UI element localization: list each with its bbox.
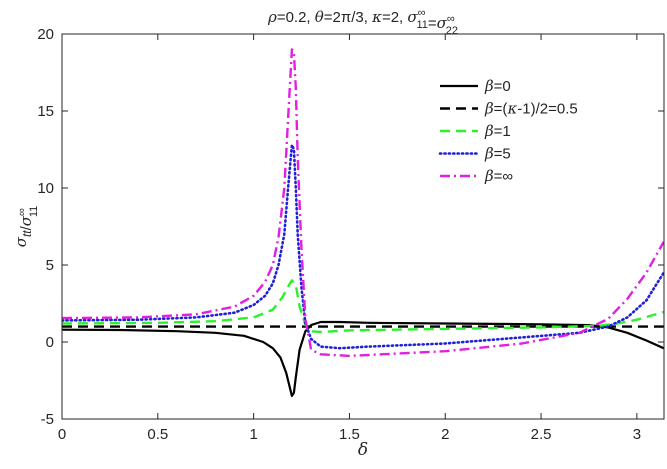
- legend-label: β=∞: [484, 167, 513, 185]
- y-axis-label: σtt/σ∞11: [12, 206, 40, 248]
- legend-label: β=0: [484, 77, 511, 95]
- x-tick-label: 0: [58, 426, 66, 443]
- legend-label: β=1: [484, 122, 511, 140]
- y-tick-label: 20: [37, 26, 54, 43]
- x-tick-label: 3: [633, 426, 641, 443]
- x-tick-label: 2.5: [531, 426, 552, 443]
- series-line-4: [62, 143, 664, 350]
- series-line-1: [62, 320, 664, 397]
- x-tick-label: 0.5: [147, 426, 168, 443]
- plot-frame: [61, 33, 665, 420]
- y-tick-label: -5: [41, 411, 54, 428]
- y-tick-label: 5: [46, 257, 54, 274]
- legend: β=0 β=(κ-1)/2=0.5 β=1 β=5 β=∞: [438, 77, 578, 185]
- y-tick-label: 15: [37, 103, 54, 120]
- legend-label: β=(κ-1)/2=0.5: [484, 100, 578, 118]
- legend-item-1: β=0: [440, 77, 511, 95]
- legend-item-4: β=5: [438, 145, 511, 163]
- series-line-3: [62, 279, 664, 334]
- x-tick-label: 1: [249, 426, 257, 443]
- chart-title: ρ=0.2, θ=2π/3, κ=2, σ∞ 11=σ∞ 22: [267, 7, 458, 37]
- legend-item-5: β=∞: [440, 167, 513, 185]
- x-tick-label: 2: [441, 426, 449, 443]
- series-line-5: [62, 48, 664, 358]
- legend-item-2: β=(κ-1)/2=0.5: [440, 100, 578, 118]
- legend-label: β=5: [484, 145, 511, 163]
- y-tick-label: 10: [37, 180, 54, 197]
- series-layer: [62, 48, 664, 397]
- legend-item-3: β=1: [440, 122, 511, 140]
- x-tick-label: 1.5: [339, 426, 360, 443]
- x-axis-label: δ: [358, 440, 368, 460]
- y-tick-label: 0: [46, 334, 54, 351]
